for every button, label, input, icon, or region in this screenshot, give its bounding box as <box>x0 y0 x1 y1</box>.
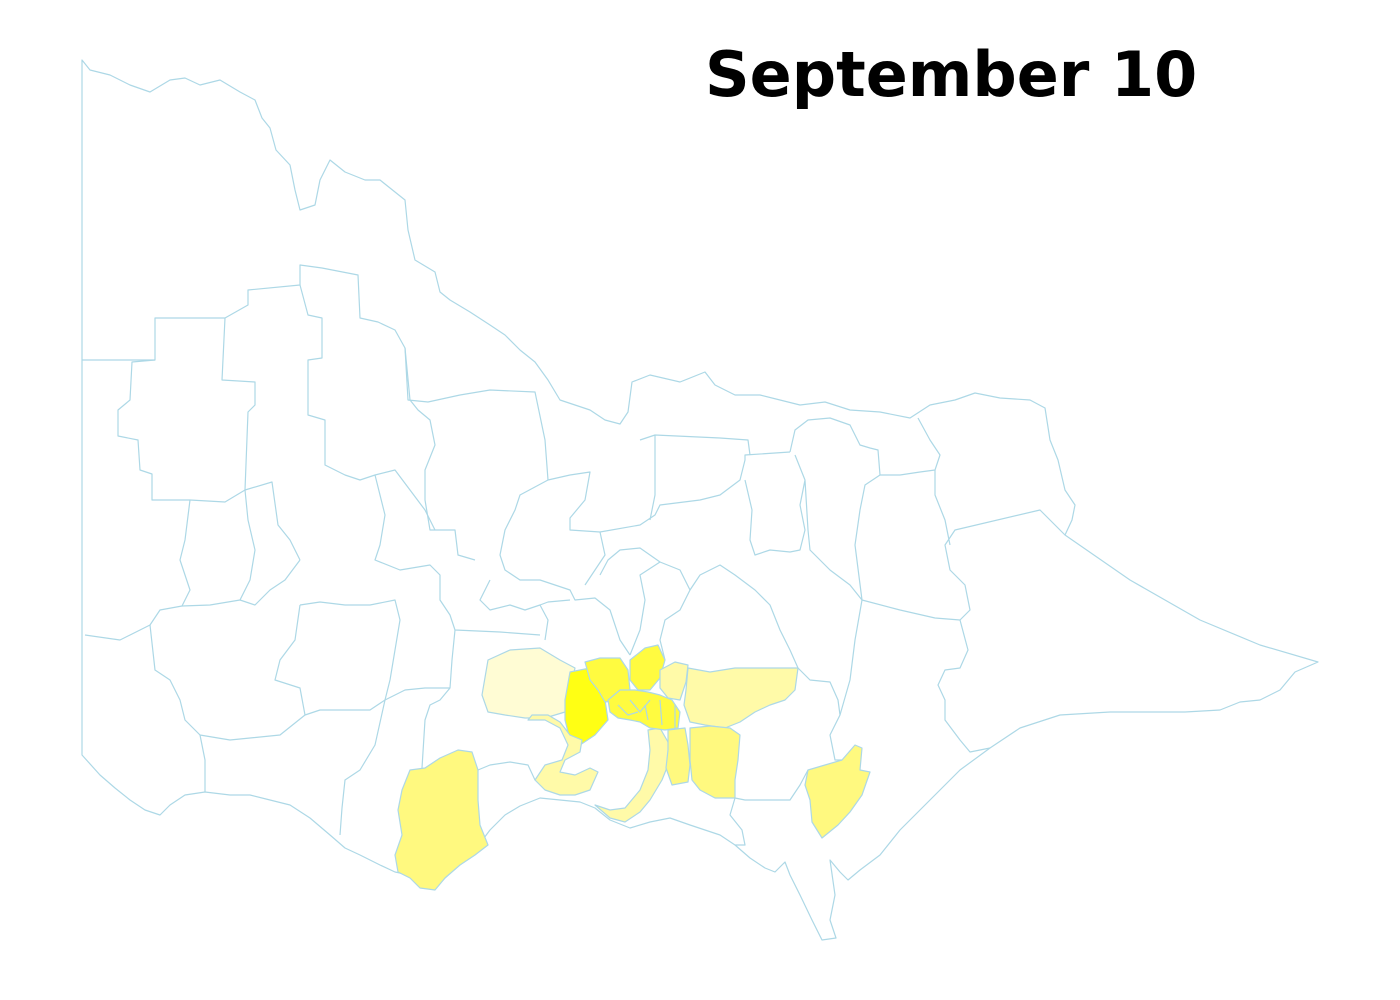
region-casey <box>689 725 741 799</box>
boundary-line <box>639 434 751 521</box>
region-dandenong <box>665 727 691 786</box>
boundary-line <box>499 479 631 656</box>
boundary-line <box>617 699 676 728</box>
boundary-line <box>117 359 246 503</box>
boundary-line <box>744 454 863 601</box>
boundary-line <box>934 470 951 546</box>
boundary-line <box>339 629 456 836</box>
region-nillumbik <box>659 661 689 701</box>
boundary-line <box>584 531 661 586</box>
region-yarra-ranges <box>683 667 799 729</box>
boundary-line <box>181 489 256 607</box>
boundary-line <box>221 317 301 561</box>
boundary-line <box>149 624 450 741</box>
boundary-line <box>659 589 691 661</box>
region-corangamite <box>394 749 489 891</box>
boundary-line <box>374 474 541 636</box>
boundary-line <box>789 417 941 476</box>
boundary-line <box>547 451 791 533</box>
boundary-line <box>729 769 809 846</box>
boundary-line <box>479 579 571 641</box>
lga-boundaries <box>82 264 1066 846</box>
boundary-line <box>82 264 549 481</box>
boundary-line <box>239 559 401 701</box>
boundary-line <box>404 347 476 561</box>
boundary-line <box>199 667 841 792</box>
boundary-line <box>629 561 799 669</box>
region-latrobe <box>804 744 871 839</box>
boundary-line <box>854 474 1066 621</box>
boundary-line <box>299 284 436 531</box>
boundary-line <box>477 761 536 781</box>
map-title: September 10 <box>705 38 1198 111</box>
boundary-line <box>274 604 306 716</box>
region-greater-geelong <box>527 714 599 796</box>
